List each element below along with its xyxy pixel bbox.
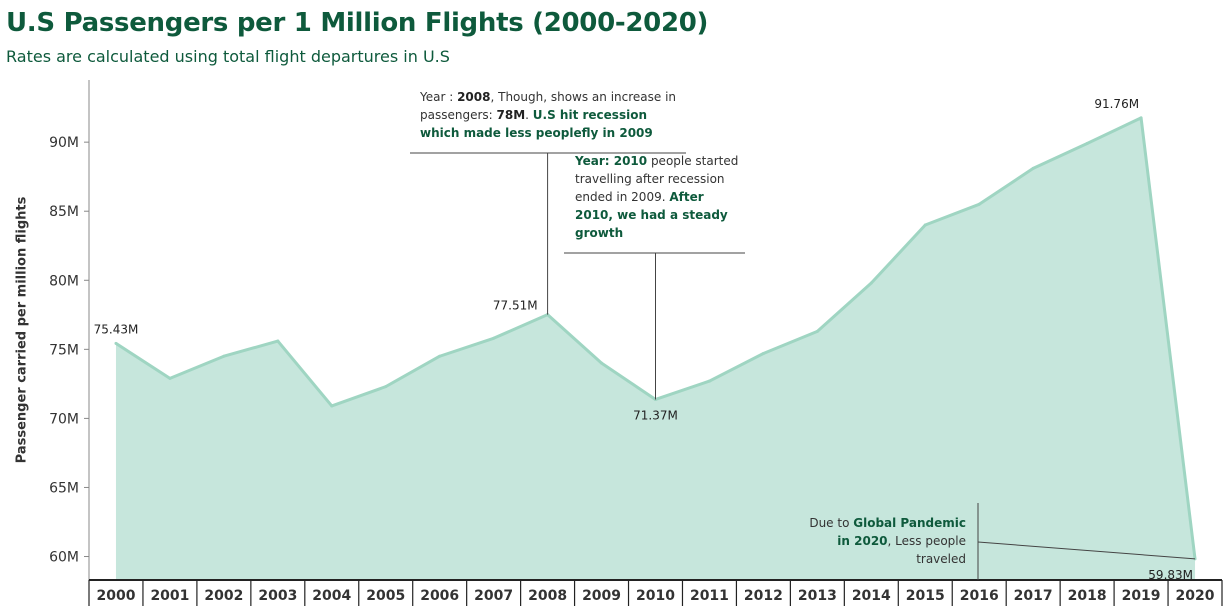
data-label: 75.43M [94, 322, 139, 336]
x-tick-label: 2003 [258, 588, 297, 604]
x-tick-label: 2005 [366, 588, 405, 604]
data-point-2017 [1031, 166, 1035, 170]
y-tick-label: 65M [49, 480, 79, 496]
x-tick-label: 2008 [528, 588, 567, 604]
y-tick-label: 75M [49, 342, 79, 358]
x-tick-label: 2019 [1122, 588, 1161, 604]
x-tick-label: 2011 [690, 588, 729, 604]
data-point-2002 [222, 354, 226, 358]
area-fill [115, 117, 1196, 580]
data-point-2012 [761, 351, 765, 355]
data-point-2000 [114, 341, 118, 345]
x-tick-label: 2006 [420, 588, 459, 604]
data-point-2014 [869, 281, 873, 285]
data-label: 91.76M [1094, 97, 1139, 111]
data-label: 71.37M [633, 408, 678, 422]
data-point-2006 [438, 354, 442, 358]
x-tick-label: 2007 [474, 588, 513, 604]
data-point-2001 [168, 376, 172, 380]
data-point-2013 [815, 329, 819, 333]
data-point-2016 [977, 202, 981, 206]
data-point-2005 [384, 385, 388, 389]
annotation-2020-leader [977, 541, 1196, 560]
y-tick-label: 80M [49, 273, 79, 289]
data-label: 77.51M [493, 299, 538, 313]
y-tick-label: 70M [49, 411, 79, 427]
x-tick-label: 2020 [1176, 588, 1215, 604]
x-tick-label: 2004 [312, 588, 351, 604]
x-tick-label: 2012 [744, 588, 783, 604]
data-label: 59.83M [1148, 568, 1193, 582]
data-point-2015 [923, 223, 927, 227]
x-tick-label: 2014 [852, 588, 891, 604]
annotation-2010: Year: 2010 people started travelling aft… [575, 154, 739, 240]
x-tick-label: 2017 [1014, 588, 1053, 604]
x-tick-label: 2002 [204, 588, 243, 604]
data-point-2004 [330, 404, 334, 408]
x-tick-label: 2001 [150, 588, 189, 604]
x-tick-label: 2013 [798, 588, 837, 604]
x-tick-label: 2009 [582, 588, 621, 604]
data-point-2007 [492, 336, 496, 340]
annotation-2008: Year : 2008, Though, shows an increase i… [420, 90, 677, 140]
chart-title: U.S Passengers per 1 Million Flights (20… [6, 8, 709, 38]
x-tick-label: 2016 [960, 588, 999, 604]
annotation-2020: Due to Global Pandemic in 2020, Less peo… [809, 516, 966, 566]
data-point-2011 [707, 379, 711, 383]
x-tick-label: 2015 [906, 588, 945, 604]
data-point-2019 [1139, 116, 1143, 120]
y-tick-label: 85M [49, 204, 79, 220]
x-tick-label: 2010 [636, 588, 675, 604]
y-tick-label: 90M [49, 135, 79, 151]
data-point-2009 [600, 361, 604, 365]
y-tick-label: 60M [49, 550, 79, 566]
data-point-2003 [276, 339, 280, 343]
data-point-2018 [1085, 142, 1089, 146]
chart-subtitle: Rates are calculated using total flight … [6, 47, 450, 66]
x-tick-label: 2000 [96, 588, 135, 604]
x-tick-label: 2018 [1068, 588, 1107, 604]
